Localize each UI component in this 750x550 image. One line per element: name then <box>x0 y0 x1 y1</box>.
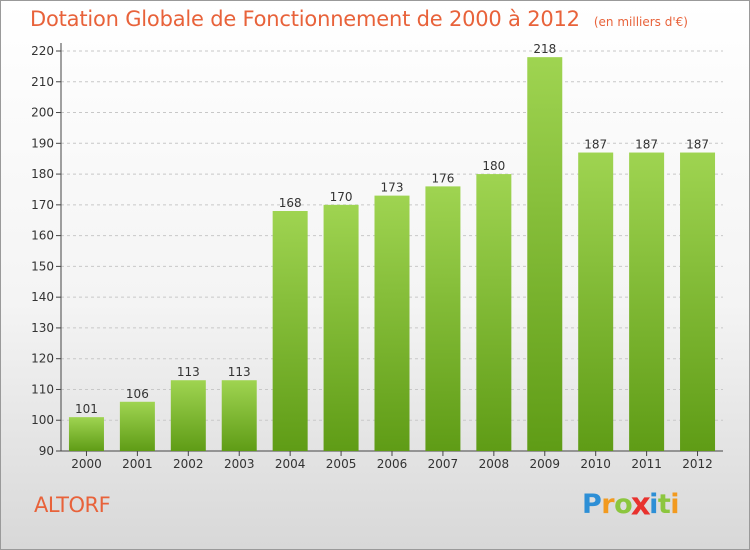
y-tick-label: 180 <box>31 167 54 181</box>
data-label-2004: 168 <box>279 196 302 210</box>
y-tick-label: 170 <box>31 198 54 212</box>
bar-2006 <box>374 195 410 451</box>
title-text: Dotation Globale de Fonctionnement de 20… <box>30 7 580 31</box>
logo-letter: i <box>649 489 658 520</box>
unit-label: (en milliers d'€) <box>593 15 688 29</box>
chart-title: Dotation Globale de Fonctionnement de 20… <box>30 7 688 31</box>
bar-2011 <box>629 152 665 452</box>
x-tick-label: 2003 <box>224 457 255 471</box>
y-tick-label: 190 <box>31 136 54 150</box>
logo-letter: P <box>582 489 602 520</box>
y-tick-label: 90 <box>39 444 54 458</box>
x-tick-label: 2004 <box>275 457 306 471</box>
logo-letter: o <box>614 489 633 520</box>
x-tick-label: 2006 <box>377 457 408 471</box>
bar-2001 <box>119 401 155 451</box>
bars <box>68 57 716 452</box>
data-label-2006: 173 <box>381 181 404 195</box>
bar-2002 <box>170 380 206 451</box>
y-tick-label: 150 <box>31 259 54 273</box>
bar-2004 <box>272 211 308 451</box>
data-label-2003: 113 <box>228 365 251 379</box>
x-tick-label: 2009 <box>529 457 560 471</box>
bar-2007 <box>425 186 461 451</box>
data-labels: 101 106 113 113 168 170 173 176 180 218 187 187 187 <box>75 42 709 416</box>
data-label-2002: 113 <box>177 365 200 379</box>
x-tick-label: 2007 <box>428 457 459 471</box>
y-tick-label: 130 <box>31 321 54 335</box>
y-tick-label: 110 <box>31 382 54 396</box>
bar-2000 <box>68 417 104 451</box>
data-label-2011: 187 <box>635 138 658 152</box>
x-tick-label: 2008 <box>479 457 510 471</box>
bar-2008 <box>476 174 512 452</box>
data-label-2012: 187 <box>686 138 709 152</box>
data-label-2010: 187 <box>584 138 607 152</box>
data-label-2008: 180 <box>482 159 505 173</box>
y-tick-label: 200 <box>31 106 54 120</box>
y-tick-label: 220 <box>31 44 54 58</box>
data-label-2000: 101 <box>75 402 98 416</box>
commune-name: ALTORF <box>34 493 111 517</box>
bar-2012 <box>680 152 716 452</box>
bar-2005 <box>323 204 359 451</box>
data-label-2005: 170 <box>330 190 353 204</box>
x-tick-label: 2000 <box>71 457 102 471</box>
y-tick-label: 210 <box>31 75 54 89</box>
x-tick-label: 2010 <box>580 457 611 471</box>
x-tick-label: 2001 <box>122 457 153 471</box>
x-tick-label: 2011 <box>631 457 662 471</box>
logo-letter: i <box>670 489 680 520</box>
y-tick-label: 160 <box>31 229 54 243</box>
data-label-2007: 176 <box>431 171 454 185</box>
logo-letter: r <box>601 489 615 520</box>
data-label-2009: 218 <box>533 42 556 56</box>
axes: 90 100 110 120 130 140 150 160 170 180 190 200 210 22… <box>31 43 723 471</box>
y-tick-label: 120 <box>31 352 54 366</box>
proxiti-logo: Proxiti <box>582 486 680 523</box>
logo-letter: t <box>657 489 671 520</box>
bar-2009 <box>527 57 563 452</box>
x-tick-label: 2005 <box>326 457 357 471</box>
y-tick-label: 100 <box>31 413 54 427</box>
bar-2003 <box>221 380 257 451</box>
data-label-2001: 106 <box>126 387 149 401</box>
x-tick-label: 2002 <box>173 457 204 471</box>
bar-2010 <box>578 152 614 452</box>
y-tick-label: 140 <box>31 290 54 304</box>
x-tick-label: 2012 <box>682 457 713 471</box>
logo-letter: x <box>630 486 651 523</box>
